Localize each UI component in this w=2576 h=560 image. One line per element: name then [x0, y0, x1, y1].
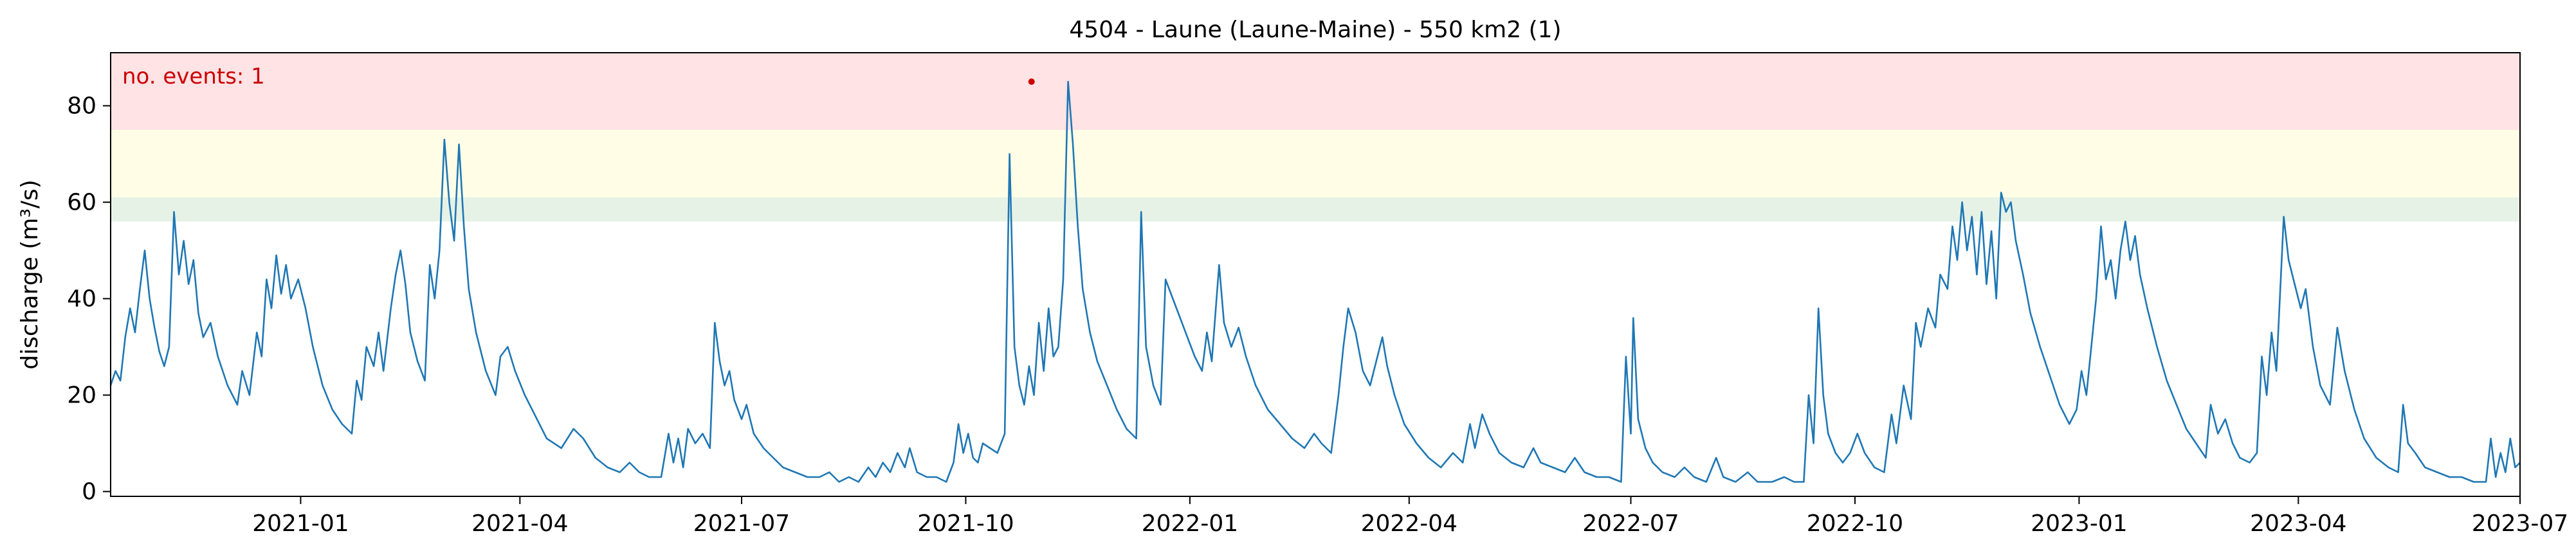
y-axis-label: discharge (m³/s) [17, 179, 43, 369]
y-axis-ticks: 0 20 40 60 80 [67, 93, 111, 505]
y-tick-label: 40 [67, 286, 96, 312]
chart-title: 4504 - Laune (Laune-Maine) - 550 km2 (1) [1069, 17, 1561, 43]
events-count-annotation: no. events: 1 [122, 64, 265, 89]
x-tick-label: 2021-10 [917, 510, 1014, 537]
threshold-band-2 [111, 130, 2520, 197]
y-tick-label: 0 [82, 479, 96, 505]
threshold-bands [111, 53, 2520, 222]
y-tick-label: 80 [67, 93, 96, 120]
plot-frame [110, 52, 2521, 497]
x-tick-label: 2021-04 [471, 510, 568, 537]
x-tick-label: 2023-07 [2472, 510, 2568, 537]
x-tick-label: 2021-07 [693, 510, 790, 537]
x-tick-label: 2023-04 [2250, 510, 2346, 537]
x-tick-label: 2021-01 [252, 510, 349, 537]
threshold-band-3 [111, 53, 2520, 130]
threshold-band-1 [111, 197, 2520, 222]
x-axis-ticks: 2021-01 2021-04 2021-07 2021-10 2022-01 2022-… [252, 496, 2568, 537]
x-tick-label: 2023-01 [2031, 510, 2127, 537]
discharge-series-line [109, 80, 2521, 483]
y-tick-label: 60 [67, 190, 96, 216]
event-marker [1028, 78, 1035, 85]
x-tick-label: 2022-10 [1807, 510, 1903, 537]
event-markers [1028, 78, 1035, 85]
x-tick-label: 2022-04 [1361, 510, 1457, 537]
x-tick-label: 2022-01 [1142, 510, 1238, 537]
x-tick-label: 2022-07 [1582, 510, 1679, 537]
y-tick-label: 20 [67, 383, 96, 409]
